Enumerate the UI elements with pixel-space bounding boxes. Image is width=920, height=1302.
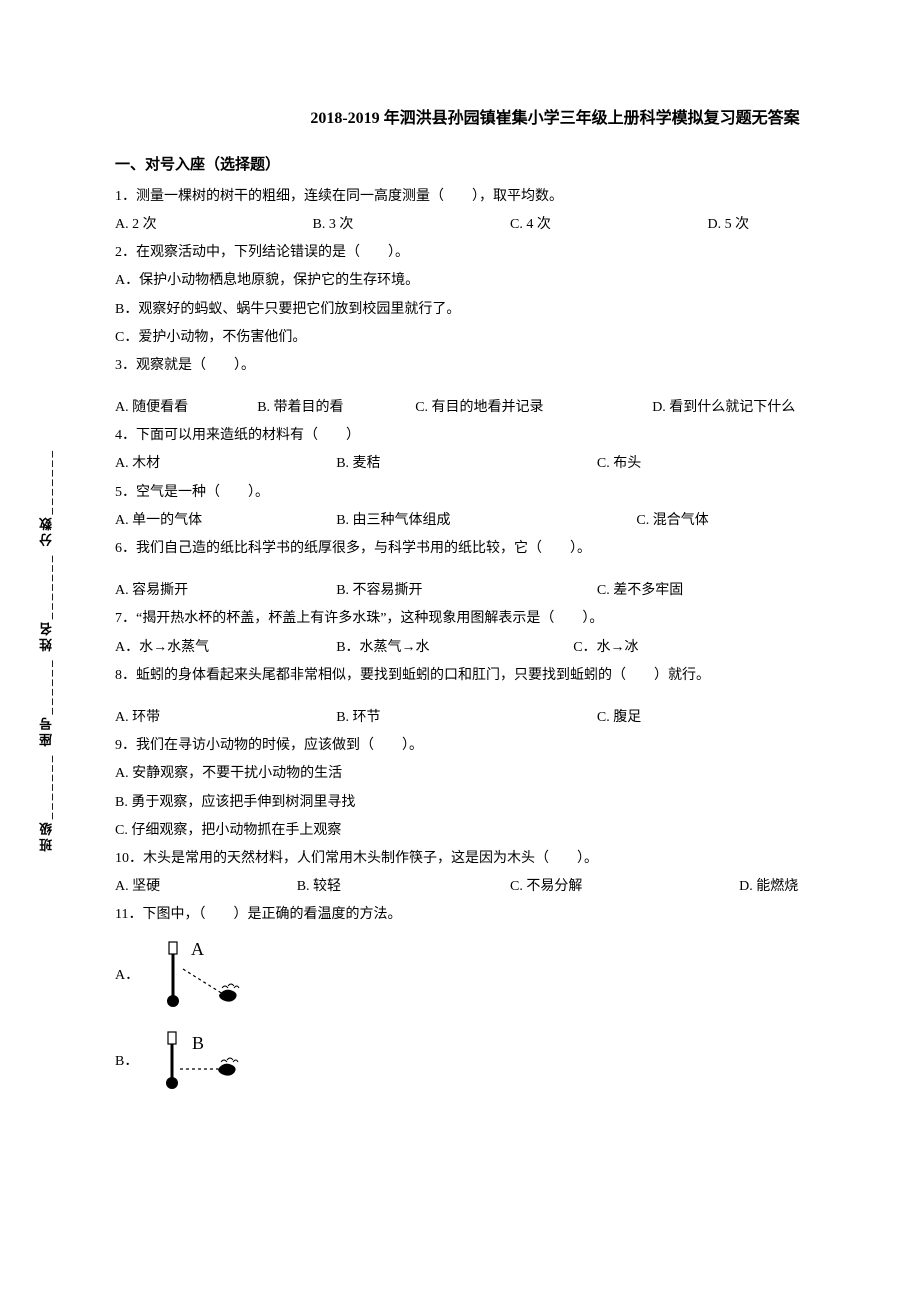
q4-options: A. 木材 B. 麦秸 C. 布头 bbox=[115, 451, 905, 476]
q2-opt-b: B．观察好的蚂蚁、蜗牛只要把它们放到校园里就行了。 bbox=[115, 297, 905, 322]
q11-opt-b-row: B． B bbox=[115, 1029, 905, 1094]
sidebar-text: 班级_______ 座号______ 姓名_______ 分数_______ bbox=[35, 448, 58, 851]
q7-opt-a: A．水→水蒸气 bbox=[115, 635, 336, 660]
q5-text: 5．空气是一种（ ）。 bbox=[115, 480, 905, 505]
q2-text: 2．在观察活动中，下列结论错误的是（ ）。 bbox=[115, 240, 905, 265]
q4-opt-a: A. 木材 bbox=[115, 451, 336, 476]
thermometer-figure-a: A bbox=[159, 939, 259, 1011]
q8-options: A. 环带 B. 环节 C. 腹足 bbox=[115, 705, 905, 730]
q7-text: 7．“揭开热水杯的杯盖，杯盖上有许多水珠”，这种现象用图解表示是（ ）。 bbox=[115, 606, 905, 631]
q4-opt-c: C. 布头 bbox=[597, 451, 834, 476]
q5-opt-a: A. 单一的气体 bbox=[115, 508, 336, 533]
q6-text: 6．我们自己造的纸比科学书的纸厚很多，与科学书用的纸比较，它（ ）。 bbox=[115, 536, 905, 561]
q1-opt-b: B. 3 次 bbox=[313, 212, 511, 237]
q7-opt-b: B．水蒸气→水 bbox=[336, 635, 573, 660]
q10-options: A. 坚硬 B. 较轻 C. 不易分解 D. 能燃烧 bbox=[115, 874, 905, 899]
q1-options: A. 2 次 B. 3 次 C. 4 次 D. 5 次 bbox=[115, 212, 905, 237]
q3-text: 3．观察就是（ ）。 bbox=[115, 353, 905, 378]
q11-opt-a-row: A． A bbox=[115, 939, 905, 1011]
page-content: 2018-2019 年泗洪县孙园镇崔集小学三年级上册科学模拟复习题无答案 一、对… bbox=[115, 105, 905, 1112]
q11-text: 11．下图中，（ ）是正确的看温度的方法。 bbox=[115, 902, 905, 927]
q6-options: A. 容易撕开 B. 不容易撕开 C. 差不多牢固 bbox=[115, 578, 905, 603]
q1-opt-a: A. 2 次 bbox=[115, 212, 313, 237]
thermometer-figure-b: B bbox=[158, 1029, 258, 1094]
q1-opt-c: C. 4 次 bbox=[510, 212, 708, 237]
q10-text: 10．木头是常用的天然材料，人们常用木头制作筷子，这是因为木头（ ）。 bbox=[115, 846, 905, 871]
q6-opt-b: B. 不容易撕开 bbox=[336, 578, 597, 603]
q11-opt-b-label: B． bbox=[115, 1049, 138, 1074]
q10-opt-a: A. 坚硬 bbox=[115, 874, 297, 899]
q7-opt-c: C．水→冰 bbox=[573, 635, 810, 660]
q8-opt-b: B. 环节 bbox=[336, 705, 597, 730]
q4-text: 4．下面可以用来造纸的材料有（ ） bbox=[115, 423, 905, 448]
q10-opt-b: B. 较轻 bbox=[297, 874, 510, 899]
q6-opt-a: A. 容易撕开 bbox=[115, 578, 336, 603]
q3-opt-b: B. 带着目的看 bbox=[257, 395, 415, 420]
q8-opt-c: C. 腹足 bbox=[597, 705, 834, 730]
q3-opt-d: D. 看到什么就记下什么 bbox=[652, 395, 889, 420]
q8-opt-a: A. 环带 bbox=[115, 705, 336, 730]
q5-options: A. 单一的气体 B. 由三种气体组成 C. 混合气体 bbox=[115, 508, 905, 533]
q10-opt-c: C. 不易分解 bbox=[510, 874, 739, 899]
q9-opt-b: B. 勇于观察，应该把手伸到树洞里寻找 bbox=[115, 790, 905, 815]
q11-opt-a-label: A． bbox=[115, 963, 139, 988]
q1-opt-d: D. 5 次 bbox=[708, 212, 906, 237]
q9-opt-c: C. 仔细观察，把小动物抓在手上观察 bbox=[115, 818, 905, 843]
q9-opt-a: A. 安静观察，不要干扰小动物的生活 bbox=[115, 761, 905, 786]
q8-text: 8．蚯蚓的身体看起来头尾都非常相似，要找到蚯蚓的口和肛门，只要找到蚯蚓的（ ）就… bbox=[115, 663, 905, 688]
q6-opt-c: C. 差不多牢固 bbox=[597, 578, 834, 603]
section-header-1: 一、对号入座（选择题） bbox=[115, 152, 905, 179]
sidebar-labels: 班级_______ 座号______ 姓名_______ 分数_______ bbox=[35, 330, 58, 970]
q5-opt-c: C. 混合气体 bbox=[636, 508, 873, 533]
q4-opt-b: B. 麦秸 bbox=[336, 451, 597, 476]
q2-opt-a: A．保护小动物栖息地原貌，保护它的生存环境。 bbox=[115, 268, 905, 293]
q10-opt-d: D. 能燃烧 bbox=[739, 874, 897, 899]
q3-options: A. 随便看看 B. 带着目的看 C. 有目的地看并记录 D. 看到什么就记下什… bbox=[115, 395, 905, 420]
q7-options: A．水→水蒸气 B．水蒸气→水 C．水→冰 bbox=[115, 635, 905, 660]
svg-text:A: A bbox=[191, 939, 204, 959]
q3-opt-c: C. 有目的地看并记录 bbox=[415, 395, 652, 420]
q5-opt-b: B. 由三种气体组成 bbox=[336, 508, 636, 533]
q2-opt-c: C．爱护小动物，不伤害他们。 bbox=[115, 325, 905, 350]
svg-text:B: B bbox=[192, 1033, 204, 1053]
q3-opt-a: A. 随便看看 bbox=[115, 395, 257, 420]
q9-text: 9．我们在寻访小动物的时候，应该做到（ ）。 bbox=[115, 733, 905, 758]
q1-text: 1．测量一棵树的树干的粗细，连续在同一高度测量（ ），取平均数。 bbox=[115, 184, 905, 209]
exam-title: 2018-2019 年泗洪县孙园镇崔集小学三年级上册科学模拟复习题无答案 bbox=[205, 105, 905, 134]
